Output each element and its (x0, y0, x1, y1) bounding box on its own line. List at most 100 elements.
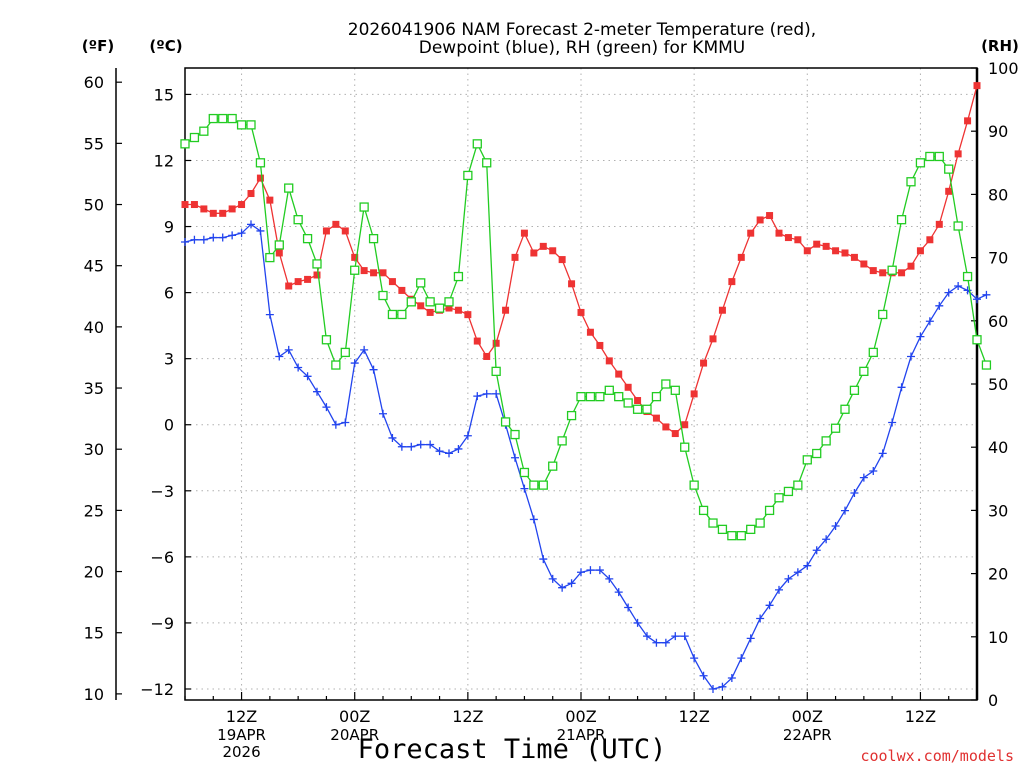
rh-point (623, 398, 633, 408)
rh-point (265, 252, 275, 263)
rh-point (925, 151, 935, 162)
temperature-point (898, 269, 906, 277)
rh-point (981, 360, 992, 370)
temperature-point (190, 201, 198, 209)
fahrenheit-tick-label: 45 (84, 257, 104, 276)
dewpoint-point (388, 433, 397, 442)
temperature-point (351, 253, 359, 261)
dewpoint-point (407, 442, 416, 451)
rh-point (774, 493, 784, 503)
temperature-point (954, 150, 962, 158)
dewpoint-point (275, 352, 284, 361)
rh-point (218, 113, 228, 124)
rh-point (821, 436, 831, 446)
temperature-point (596, 341, 604, 349)
temperature-point (275, 249, 283, 257)
temperature-point (728, 278, 736, 286)
temperature-point (568, 280, 576, 288)
temperature-point (426, 308, 434, 316)
dewpoint-point (680, 632, 689, 641)
credit-text: coolwx.com/models (860, 747, 1014, 765)
temperature-point (247, 190, 255, 198)
rh-point (868, 347, 878, 358)
temperature-point (879, 269, 887, 277)
temperature-point (360, 267, 368, 275)
rh-point (208, 113, 218, 124)
temperature-point (332, 220, 340, 228)
rh-point (962, 271, 973, 282)
rh-point (406, 297, 416, 307)
temperature-point (379, 269, 387, 277)
dewpoint-point (294, 363, 303, 372)
rh-point (698, 505, 709, 516)
rh-point (566, 410, 577, 421)
temperature-point (803, 247, 811, 255)
date-label: 2026 (222, 743, 260, 761)
dewpoint-point (567, 579, 576, 588)
dewpoint-point (416, 440, 425, 449)
temperature-point (322, 227, 330, 235)
fahrenheit-tick-label: 15 (84, 624, 104, 643)
dewpoint-point (218, 233, 227, 242)
temperature-point (238, 201, 246, 209)
rh-point (434, 303, 445, 313)
rh-point (642, 404, 652, 414)
series-line (184, 117, 988, 537)
temperature-point (709, 335, 717, 343)
rh-tick-label: 20 (988, 565, 1008, 584)
rh-point (302, 233, 313, 244)
rh-axis-label: (RH) (981, 37, 1019, 55)
fahrenheit-tick-label: 50 (84, 196, 104, 215)
rh-point (887, 265, 897, 275)
dewpoint-point (209, 233, 218, 242)
rh-point (236, 120, 247, 130)
plot-area (180, 82, 992, 693)
temperature-point (860, 260, 868, 268)
dewpoint-point (925, 317, 934, 326)
dewpoint-point (529, 515, 538, 524)
dewpoint-point (397, 442, 406, 451)
fahrenheit-tick-label: 35 (84, 379, 104, 398)
dewpoint-point (303, 372, 312, 381)
rh-point (764, 505, 775, 516)
rh-point (755, 518, 765, 528)
dewpoint-point (944, 288, 953, 297)
dewpoint-point (727, 673, 736, 682)
rh-point (576, 391, 586, 402)
dewpoint-point (511, 453, 519, 462)
dewpoint-point (341, 418, 350, 427)
dewpoint-point (190, 235, 199, 244)
rh-tick-label: 60 (988, 312, 1008, 331)
rh-point (312, 259, 322, 269)
x-tick-label: 00Z (565, 707, 596, 726)
dewpoint-point (699, 671, 708, 680)
dewpoint-point (831, 522, 840, 531)
rh-point (425, 297, 435, 307)
rh-point (651, 391, 662, 402)
dewpoint-point (605, 574, 614, 583)
rh-point (453, 271, 464, 282)
fahrenheit-tick-label: 20 (84, 563, 104, 582)
rh-point (378, 290, 388, 301)
temperature-point (615, 370, 623, 378)
celsius-tick-label: 12 (154, 151, 174, 170)
dewpoint-point (199, 235, 208, 244)
rh-tick-label: 0 (988, 691, 998, 710)
temperature-point (916, 247, 924, 255)
temperature-point (841, 249, 849, 257)
dewpoint-point (812, 546, 821, 555)
temperature-point (586, 328, 594, 336)
dewpoint-point (982, 290, 991, 299)
temperature-point (228, 205, 236, 213)
chart-title-line-2: Dewpoint (blue), RH (green) for KMMU (419, 38, 746, 58)
temperature-point (464, 311, 472, 319)
date-label: 21APR (557, 726, 606, 744)
dewpoint-point (454, 444, 463, 453)
temperature-point (935, 220, 943, 228)
rh-point (444, 297, 454, 307)
rh-tick-label: 70 (988, 249, 1008, 268)
temperature-point (209, 209, 217, 217)
celsius-tick-label: 3 (164, 350, 174, 369)
dewpoint-point (671, 632, 680, 641)
